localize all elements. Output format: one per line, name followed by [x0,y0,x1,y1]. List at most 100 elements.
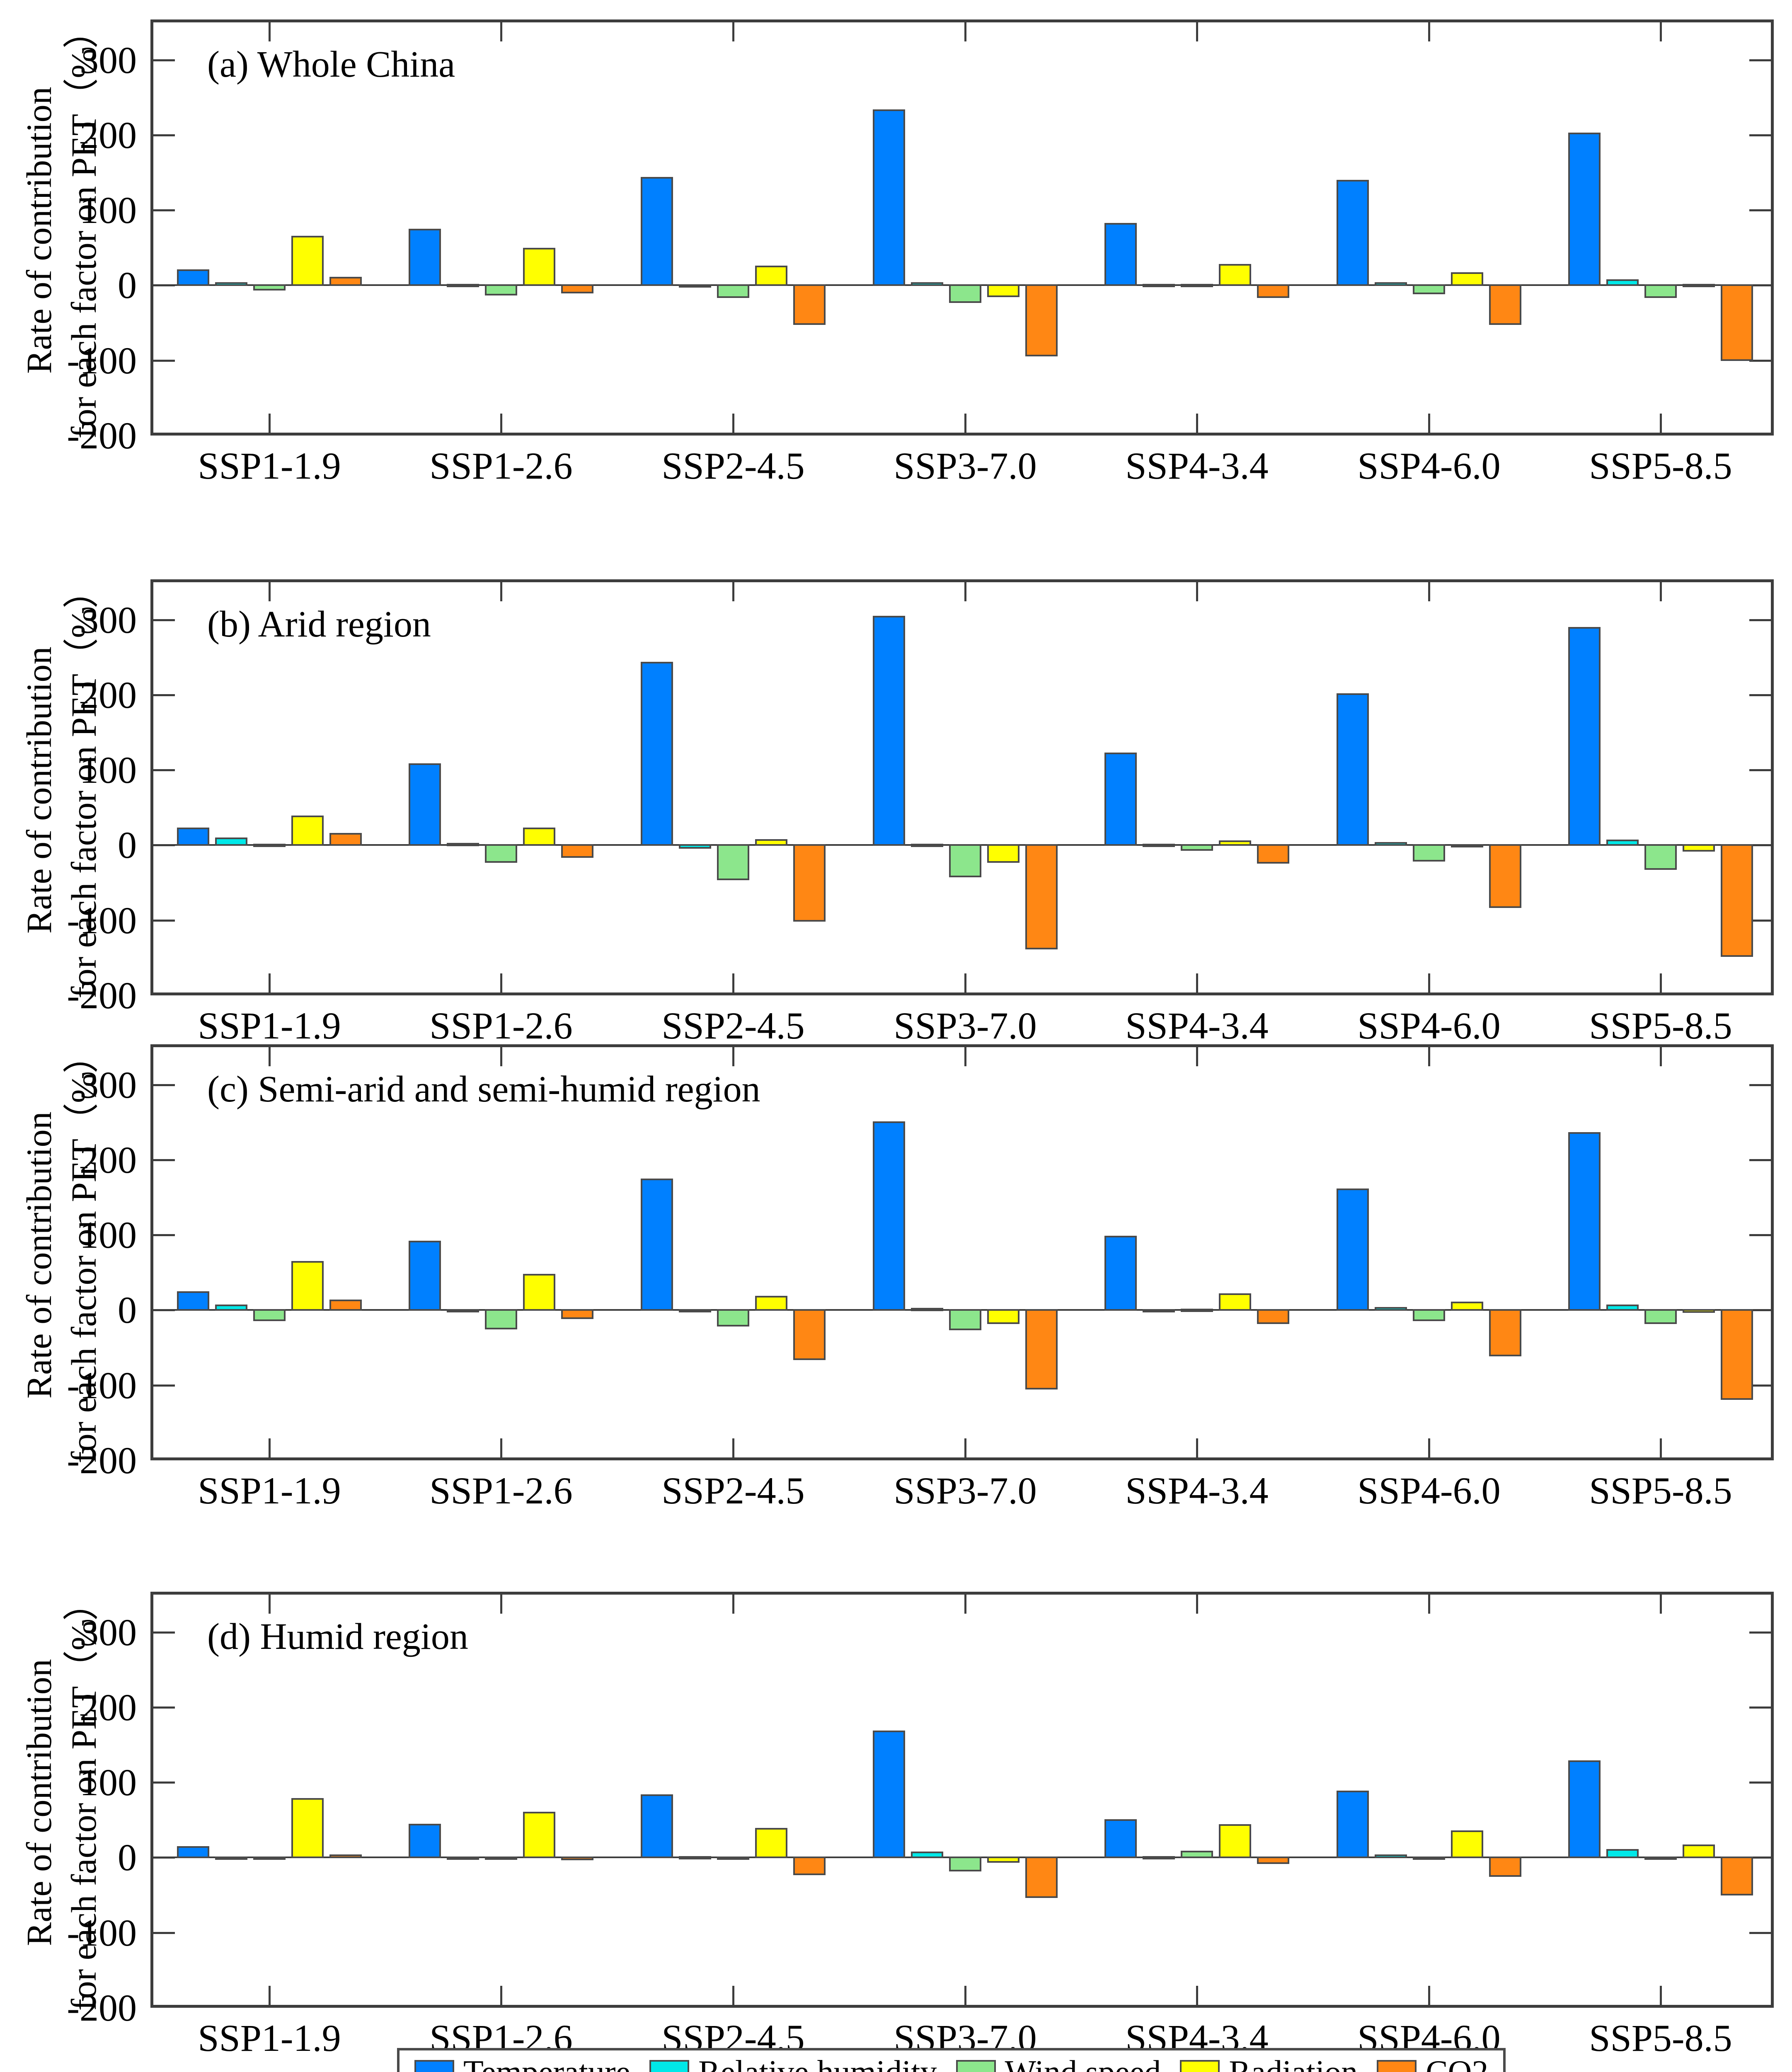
bar-relative_humidity-SSP2-4.5 [679,844,711,849]
bar-temperature-SSP4-3.4 [1104,1819,1137,1858]
y-tick-left [153,1084,175,1086]
x-tick-label-SSP1-1.9: SSP1-1.9 [198,1469,341,1512]
y-tick-right [1749,920,1771,922]
y-tick-left [153,1234,175,1236]
y-tick-left [153,844,175,846]
bar-wind_speed-SSP2-4.5 [717,844,749,880]
y-tick-label: -100 [67,1912,137,1954]
x-tick-top [1196,22,1198,41]
x-tick-top [269,1595,271,1614]
bar-co2-SSP5-8.5 [1721,1309,1753,1400]
panel-a-plot-area: Rate of contribution for each factor on P… [19,13,1774,486]
bar-co2-SSP5-8.5 [1721,284,1753,361]
bar-co2-SSP3-7.0 [1025,844,1058,949]
x-tick-label-SSP5-8.5: SSP5-8.5 [1589,1469,1732,1512]
bar-radiation-SSP4-3.4 [1219,1824,1251,1858]
bar-relative_humidity-SSP2-4.5 [679,284,711,288]
bar-relative_humidity-SSP5-8.5 [1606,1849,1639,1858]
bar-relative_humidity-SSP4-3.4 [1143,1856,1175,1859]
x-tick-bottom [1428,1986,1430,2005]
y-tick-left [153,1857,175,1859]
x-tick-bottom [964,973,966,992]
x-tick-bottom [500,414,502,433]
bar-wind_speed-SSP4-3.4 [1181,284,1213,287]
x-tick-label-SSP1-2.6: SSP1-2.6 [429,1005,573,1047]
legend-swatch-radiation-icon [1180,2060,1220,2072]
y-tick-label: -100 [67,339,137,382]
bar-relative_humidity-SSP3-7.0 [911,282,943,286]
x-tick-bottom [269,414,271,433]
bar-relative_humidity-SSP5-8.5 [1606,840,1639,846]
bar-relative_humidity-SSP2-4.5 [679,1309,711,1312]
bar-radiation-SSP2-4.5 [755,266,787,286]
x-tick-bottom [1196,973,1198,992]
y-tick-right [1749,134,1771,136]
bar-temperature-SSP5-8.5 [1568,1760,1601,1858]
y-tick-left [153,360,175,362]
x-tick-bottom [732,973,734,992]
bar-wind_speed-SSP1-1.9 [253,1309,286,1321]
bar-relative_humidity-SSP4-6.0 [1375,282,1407,286]
x-tick-top [732,1595,734,1614]
bar-temperature-SSP4-6.0 [1337,180,1369,286]
y-tick-label: 200 [80,114,137,156]
bar-co2-SSP2-4.5 [793,1857,826,1875]
bar-relative_humidity-SSP4-6.0 [1375,1854,1407,1858]
y-tick-left [153,1385,175,1387]
y-tick-label: 100 [80,1214,137,1256]
x-tick-top [1196,1047,1198,1066]
bar-radiation-SSP5-8.5 [1683,284,1715,287]
y-tick-label: 300 [80,599,137,641]
bar-radiation-SSP2-4.5 [755,839,787,846]
legend-swatch-relative_humidity-icon [649,2060,690,2072]
bar-relative_humidity-SSP4-3.4 [1143,284,1175,287]
panel-d-plot-area: Rate of contribution for each factor on P… [19,1585,1774,2058]
bar-relative_humidity-SSP5-8.5 [1606,279,1639,286]
y-tick-label: 200 [80,1139,137,1181]
bar-radiation-SSP4-6.0 [1451,844,1483,847]
bar-co2-SSP4-3.4 [1257,284,1289,298]
bar-radiation-SSP3-7.0 [987,844,1020,863]
x-tick-top [500,22,502,41]
bar-co2-SSP1-1.9 [329,1300,362,1311]
bar-co2-SSP4-3.4 [1257,1309,1289,1324]
bar-radiation-SSP2-4.5 [755,1828,787,1858]
bar-wind_speed-SSP1-2.6 [485,284,517,295]
bar-wind_speed-SSP4-6.0 [1413,1309,1445,1321]
bar-relative_humidity-SSP1-2.6 [447,284,479,287]
x-tick-label-SSP4-6.0: SSP4-6.0 [1357,445,1501,487]
x-tick-top [964,1047,966,1066]
bar-radiation-SSP4-6.0 [1451,1830,1483,1858]
y-tick-label: 300 [80,1064,137,1106]
bar-temperature-SSP2-4.5 [641,662,673,846]
legend-swatch-wind_speed-icon [956,2060,996,2072]
x-tick-top [269,22,271,41]
bar-co2-SSP4-6.0 [1489,284,1521,325]
bar-co2-SSP4-3.4 [1257,844,1289,864]
y-tick-right [1749,694,1771,696]
bar-temperature-SSP3-7.0 [873,109,905,286]
bar-co2-SSP1-2.6 [561,844,593,858]
bar-radiation-SSP1-1.9 [291,1798,324,1858]
bar-radiation-SSP5-8.5 [1683,1309,1715,1313]
legend-label-temperature: Temperature [463,2055,630,2072]
x-tick-bottom [732,1438,734,1457]
panel-d-title: (d) Humid region [207,1616,468,1657]
x-tick-bottom [964,1986,966,2005]
bar-temperature-SSP1-2.6 [409,1824,441,1858]
bar-relative_humidity-SSP4-6.0 [1375,1307,1407,1311]
legend: Temperature Relative humidity Wind speed Ra… [397,2048,1506,2072]
y-tick-right [1749,1706,1771,1709]
y-tick-label: 0 [118,264,137,306]
bar-co2-SSP3-7.0 [1025,1857,1058,1898]
x-tick-label-SSP1-1.9: SSP1-1.9 [198,2017,341,2059]
bar-radiation-SSP1-1.9 [291,816,324,846]
bar-temperature-SSP5-8.5 [1568,1132,1601,1311]
bar-wind_speed-SSP1-2.6 [485,1309,517,1329]
y-tick-right [1749,1084,1771,1086]
bar-co2-SSP4-3.4 [1257,1857,1289,1864]
x-tick-top [1196,582,1198,601]
bar-temperature-SSP4-3.4 [1104,1236,1137,1311]
x-tick-top [964,582,966,601]
bar-temperature-SSP4-3.4 [1104,223,1137,286]
